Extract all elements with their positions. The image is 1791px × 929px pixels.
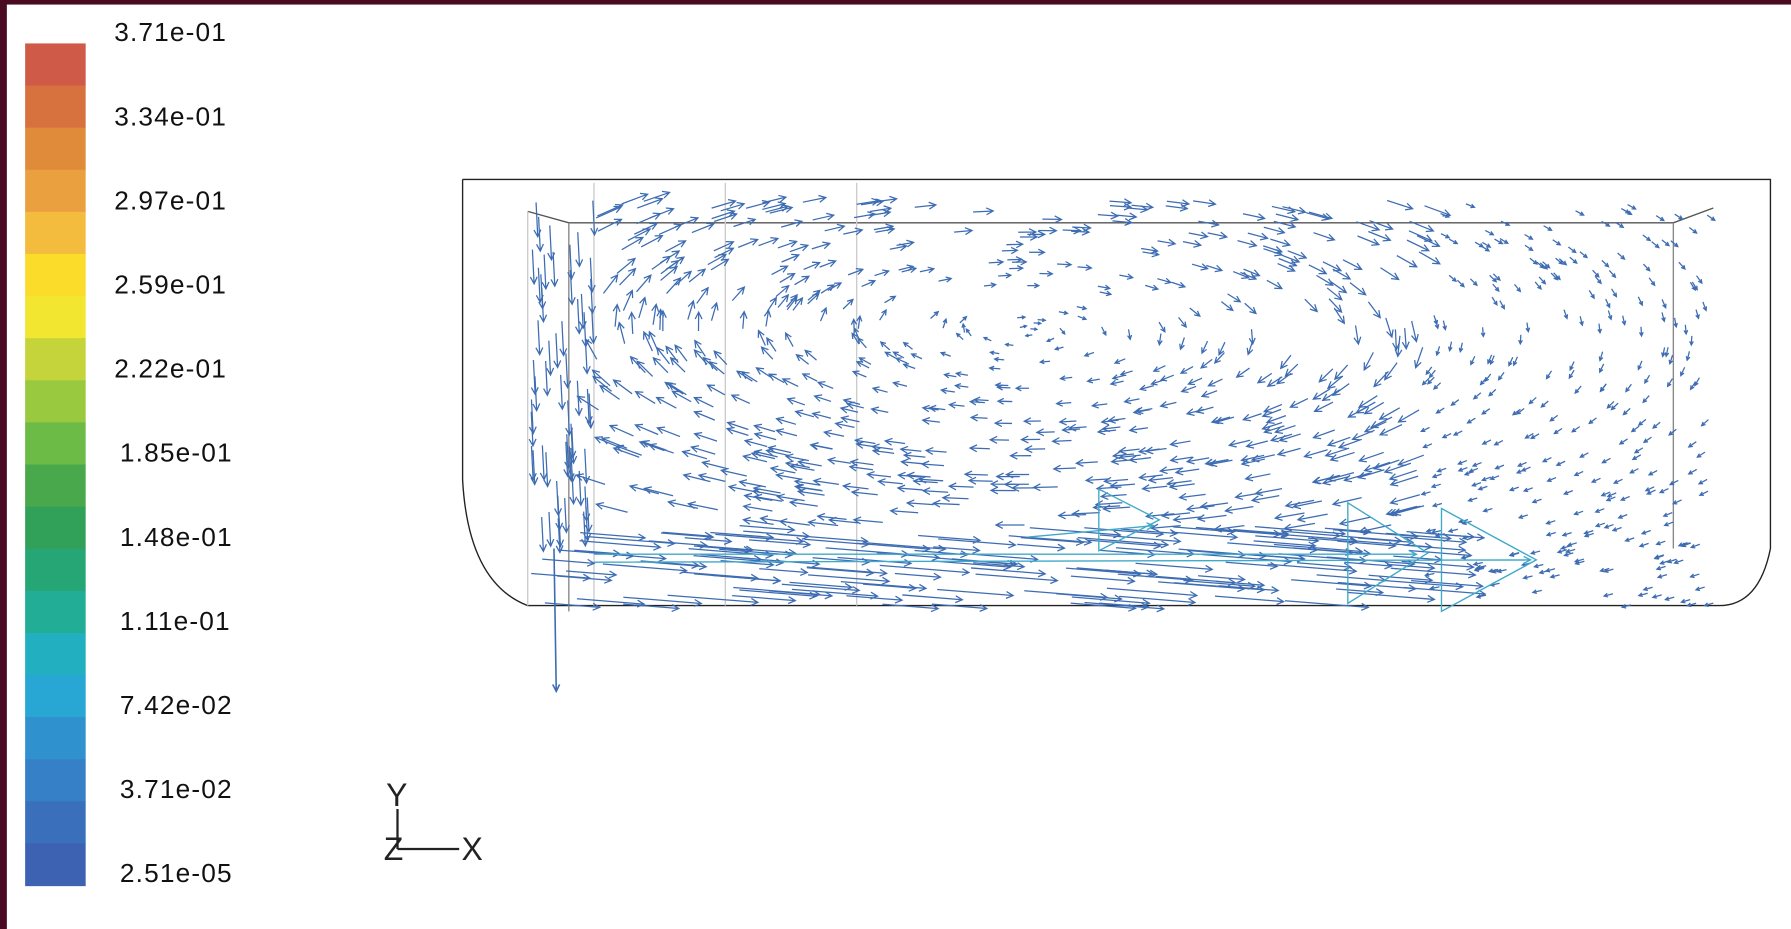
color-band [25,633,86,676]
vector-plot: 3.71e-01 3.34e-01 2.97e-01 2.59e-01 2.22e-01… [0,0,1791,929]
color-band [25,380,86,423]
axis-label-y: Y [386,777,407,813]
color-band [25,296,86,339]
color-band [25,128,86,171]
color-band [25,254,86,297]
colorbar-label: 3.71e-02 [120,774,233,804]
colorbar-label: 2.97e-01 [114,185,227,215]
colorbar-label: 7.42e-02 [120,690,233,720]
colorbar [25,43,86,886]
color-band [25,507,86,550]
colorbar-label: 2.22e-01 [114,354,227,384]
colorbar-label: 1.11e-01 [120,606,231,636]
colorbar-label: 1.48e-01 [120,522,233,552]
color-band [25,591,86,634]
color-band [25,43,86,86]
colorbar-label: 3.34e-01 [114,101,227,131]
color-band [25,549,86,592]
color-band [25,86,86,129]
color-band [25,170,86,213]
color-band [25,759,86,802]
axis-label-x: X [461,831,482,867]
color-band [25,465,86,508]
page: 3.71e-01 3.34e-01 2.97e-01 2.59e-01 2.22e-01… [0,0,1791,929]
colorbar-label: 1.85e-01 [120,438,233,468]
color-band [25,422,86,465]
colorbar-label: 3.71e-01 [114,17,227,47]
top-border [0,0,1791,5]
color-band [25,717,86,760]
axis-label-z: Z [384,831,404,867]
colorbar-label: 2.51e-05 [120,858,233,888]
left-border [0,0,7,929]
color-band [25,843,86,886]
color-band [25,801,86,844]
color-band [25,675,86,718]
color-band [25,338,86,381]
color-band [25,212,86,255]
colorbar-label: 2.59e-01 [114,270,227,300]
